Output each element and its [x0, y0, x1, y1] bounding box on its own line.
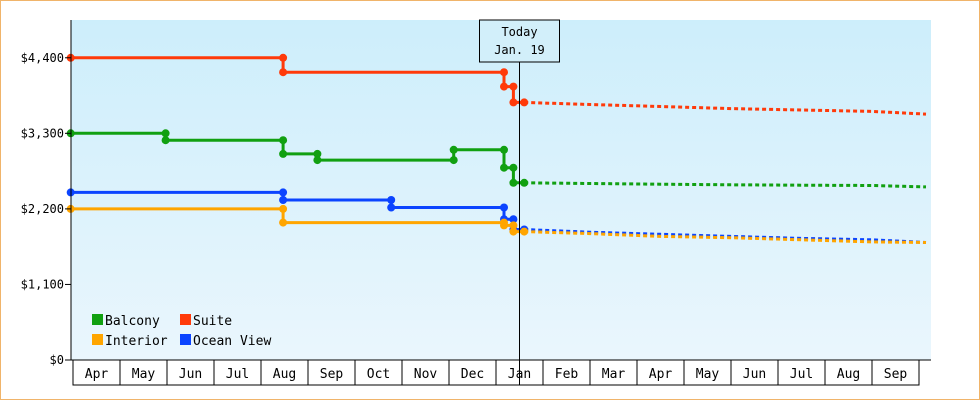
- legend-swatch-ocean-view: [180, 334, 191, 345]
- month-label: Sep: [884, 367, 908, 382]
- price-point-balcony: [500, 145, 508, 154]
- price-point-balcony: [161, 136, 170, 145]
- price-point-balcony: [509, 178, 518, 187]
- series-balcony: [66, 129, 927, 189]
- price-point-interior: [279, 218, 288, 227]
- price-point-ocean-view: [279, 188, 288, 197]
- price-point-balcony: [449, 156, 458, 165]
- price-point-suite: [509, 98, 518, 107]
- series-interior: [66, 204, 927, 244]
- price-point-interior: [500, 221, 508, 230]
- month-label: Dec: [461, 367, 484, 382]
- month-label: Apr: [649, 367, 673, 382]
- price-point-suite: [279, 53, 288, 62]
- legend-label-balcony: Balcony: [105, 314, 160, 329]
- legend: Balcony Suite Interior Ocean View: [92, 314, 271, 349]
- y-tick-label: $2,200: [21, 202, 64, 216]
- y-tick-label: $0: [50, 353, 64, 367]
- price-point-ocean-view: [509, 215, 518, 224]
- y-tick-label: $1,100: [21, 277, 64, 291]
- y-axis-ticks: $0 $1,100 $2,200 $3,300 $4,400: [21, 51, 71, 367]
- price-point-balcony: [313, 156, 322, 165]
- legend-swatch-interior: [92, 334, 103, 345]
- price-point-interior: [509, 227, 518, 236]
- month-label: Mar: [602, 367, 626, 382]
- price-point-balcony: [449, 145, 458, 154]
- price-point-balcony: [279, 149, 288, 158]
- month-label: May: [696, 367, 720, 382]
- price-point-ocean-view: [500, 203, 508, 212]
- month-label: Aug: [837, 367, 860, 382]
- legend-label-interior: Interior: [105, 334, 168, 349]
- legend-label-ocean-view: Ocean View: [193, 334, 271, 349]
- price-point-balcony: [279, 136, 288, 145]
- price-point-interior: [279, 204, 288, 213]
- price-point-suite: [500, 82, 508, 91]
- series-forecast-interior: [524, 230, 927, 244]
- legend-label-suite: Suite: [193, 314, 232, 329]
- price-point-interior: [509, 221, 518, 230]
- month-label: May: [132, 367, 156, 382]
- month-label: Nov: [414, 367, 438, 382]
- price-point-balcony: [520, 178, 529, 187]
- series-forecast-suite: [524, 100, 927, 116]
- price-point-ocean-view: [279, 196, 288, 204]
- month-label: Feb: [555, 367, 579, 382]
- price-point-ocean-view: [387, 196, 396, 204]
- y-tick-label: $3,300: [21, 126, 64, 140]
- y-tick-label: $4,400: [21, 51, 64, 65]
- legend-swatch-suite: [180, 314, 191, 325]
- month-label: Aug: [273, 367, 296, 382]
- price-point-balcony: [509, 163, 518, 172]
- today-date: Jan. 19: [494, 43, 545, 57]
- today-label: Today: [501, 25, 537, 39]
- month-label: Jun: [743, 367, 766, 382]
- price-point-interior: [520, 227, 529, 236]
- price-point-suite: [500, 68, 508, 77]
- price-point-suite: [279, 68, 288, 77]
- month-label: Jul: [226, 367, 249, 382]
- month-label: Sep: [320, 367, 344, 382]
- price-point-balcony: [313, 149, 322, 158]
- price-point-ocean-view: [387, 203, 396, 212]
- series-layer: [66, 53, 927, 244]
- plot-background: [71, 20, 931, 360]
- series-suite: [66, 53, 927, 116]
- month-label: Oct: [367, 367, 390, 382]
- month-label: Apr: [85, 367, 109, 382]
- price-point-suite: [509, 82, 518, 91]
- month-axis: Apr May Jun Jul Aug Sep Oct Nov Dec Jan Feb Mar Apr M…: [72, 359, 920, 386]
- series-forecast-balcony: [524, 181, 927, 189]
- legend-swatch-balcony: [92, 314, 103, 325]
- price-point-balcony: [161, 129, 170, 138]
- today-box: [479, 19, 560, 63]
- month-label: Jun: [179, 367, 202, 382]
- month-label: Jul: [790, 367, 813, 382]
- price-point-suite: [520, 98, 529, 107]
- price-point-balcony: [500, 163, 508, 172]
- today-marker: Today Jan. 19: [479, 19, 560, 385]
